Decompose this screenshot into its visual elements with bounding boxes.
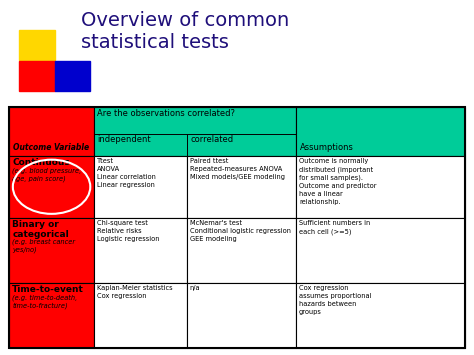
Text: (e.g. time-to-death,
time-to-fracture): (e.g. time-to-death, time-to-fracture) <box>12 294 78 309</box>
Bar <box>296 283 465 348</box>
Text: correlated: correlated <box>191 136 234 144</box>
Bar <box>19 30 55 60</box>
Bar <box>9 106 465 348</box>
Bar <box>9 106 94 156</box>
Bar <box>55 61 90 91</box>
Bar <box>94 283 187 348</box>
Text: Binary or
categorical: Binary or categorical <box>12 220 69 239</box>
Text: n/a: n/a <box>190 285 201 291</box>
Bar <box>9 156 94 218</box>
Text: (e.g. breast cancer
yes/no): (e.g. breast cancer yes/no) <box>12 239 75 253</box>
Bar <box>187 283 296 348</box>
Text: independent: independent <box>98 136 151 144</box>
Text: (e.g. blood pressure,
age, pain score): (e.g. blood pressure, age, pain score) <box>12 168 82 182</box>
Bar <box>9 283 94 348</box>
Bar <box>94 106 296 156</box>
Bar <box>9 218 94 283</box>
Text: Outcome is normally
distributed (important
for small samples).
Outcome and predi: Outcome is normally distributed (importa… <box>299 158 376 206</box>
Text: Chi-square test
Relative risks
Logistic regression: Chi-square test Relative risks Logistic … <box>97 220 159 242</box>
Text: Assumptions: Assumptions <box>300 143 354 152</box>
Text: McNemar's test
Conditional logistic regression
GEE modeling: McNemar's test Conditional logistic regr… <box>190 220 291 242</box>
Text: Are the observations correlated?: Are the observations correlated? <box>98 109 236 118</box>
Text: Overview of common
statistical tests: Overview of common statistical tests <box>81 11 289 51</box>
Text: Sufficient numbers in
each cell (>=5): Sufficient numbers in each cell (>=5) <box>299 220 370 235</box>
Text: Cox regression
assumes proportional
hazards between
groups: Cox regression assumes proportional haza… <box>299 285 372 315</box>
Bar <box>94 218 187 283</box>
Bar <box>296 218 465 283</box>
Bar <box>296 106 465 156</box>
Bar <box>19 61 55 91</box>
Text: Outcome Variable: Outcome Variable <box>13 143 90 152</box>
Text: Continuous: Continuous <box>12 158 70 168</box>
Bar <box>187 156 296 218</box>
Text: Time-to-event: Time-to-event <box>12 285 84 294</box>
Bar <box>296 156 465 218</box>
Text: Ttest
ANOVA
Linear correlation
Linear regression: Ttest ANOVA Linear correlation Linear re… <box>97 158 155 189</box>
Text: Paired ttest
Repeated-measures ANOVA
Mixed models/GEE modeling: Paired ttest Repeated-measures ANOVA Mix… <box>190 158 285 180</box>
Bar <box>187 218 296 283</box>
Text: Kaplan-Meier statistics
Cox regression: Kaplan-Meier statistics Cox regression <box>97 285 172 299</box>
Bar <box>94 156 187 218</box>
